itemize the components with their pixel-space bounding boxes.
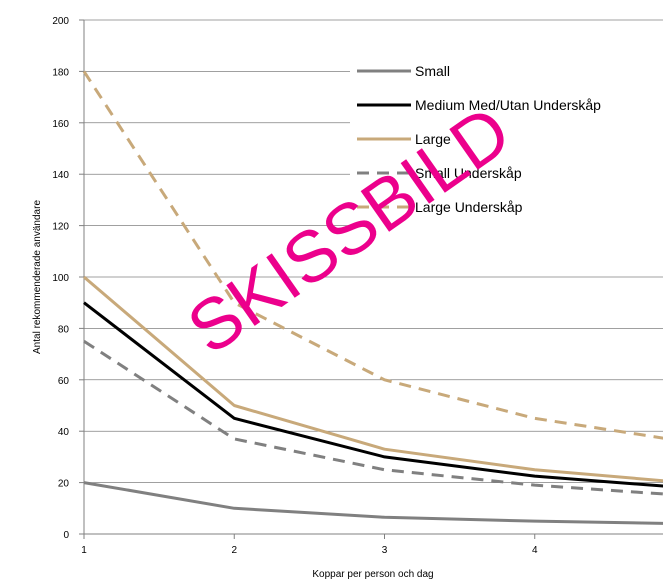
y-tick-label: 160 bbox=[52, 119, 69, 130]
legend-box bbox=[350, 55, 663, 231]
x-axis-label: Koppar per person och dag bbox=[312, 569, 433, 580]
legend-label: Large Underskåp bbox=[415, 199, 523, 215]
y-tick-label: 80 bbox=[58, 324, 70, 335]
series-line-4 bbox=[82, 70, 663, 440]
y-tick-label: 20 bbox=[58, 479, 70, 490]
legend: Small Medium Med/Utan Underskåp Large Small… bbox=[350, 55, 663, 231]
legend-label: Small bbox=[415, 63, 450, 79]
y-tick-label: 100 bbox=[52, 273, 69, 284]
y-tick-label: 0 bbox=[63, 530, 69, 541]
x-tick-label: 3 bbox=[382, 545, 388, 556]
legend-label: Small Underskåp bbox=[415, 165, 522, 181]
y-axis-label: Antal rekommenderade användare bbox=[32, 200, 43, 354]
x-tick-label: 1 bbox=[81, 545, 87, 556]
series-lines bbox=[82, 70, 663, 525]
y-tick-label: 120 bbox=[52, 222, 69, 233]
x-tick-label: 2 bbox=[231, 545, 237, 556]
y-tick-label: 140 bbox=[52, 170, 69, 181]
x-tick-label: 4 bbox=[532, 545, 538, 556]
y-tick-labels: 0 20 40 60 80 100 120 140 160 180 200 bbox=[52, 16, 84, 541]
y-tick-label: 40 bbox=[58, 427, 70, 438]
y-tick-label: 60 bbox=[58, 376, 70, 387]
x-tick-labels: 1 2 3 4 bbox=[81, 534, 538, 556]
series-line-1 bbox=[83, 301, 663, 488]
legend-label: Large bbox=[415, 131, 451, 147]
y-tick-label: 180 bbox=[52, 67, 69, 78]
series-line-2 bbox=[83, 275, 663, 483]
y-tick-label: 200 bbox=[52, 16, 69, 27]
series-line-0 bbox=[83, 481, 663, 525]
legend-label: Medium Med/Utan Underskåp bbox=[415, 97, 601, 113]
